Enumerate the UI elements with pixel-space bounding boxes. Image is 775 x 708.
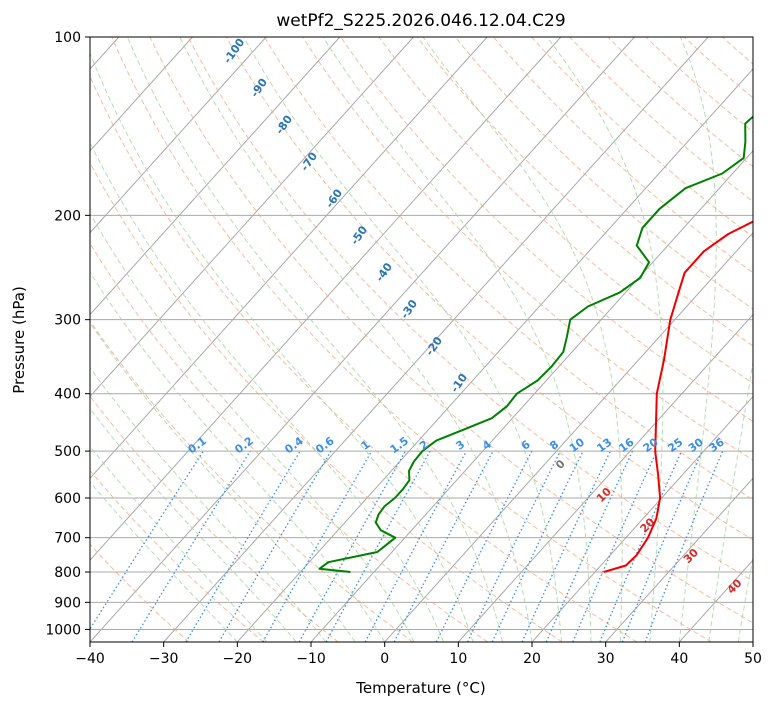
x-tick-label: 10 (449, 651, 467, 667)
isotherm-line (90, 37, 562, 561)
y-tick-label: 600 (54, 491, 81, 507)
x-tick-label: 20 (523, 651, 541, 667)
mixing-ratio-line (572, 450, 658, 642)
y-tick-label: 700 (54, 531, 81, 547)
y-tick-label: 1000 (45, 622, 81, 638)
y-tick-label: 100 (54, 30, 81, 46)
mixing-ratio-line (364, 450, 467, 642)
dry-adiabat-line (149, 37, 753, 624)
x-tick-label: 50 (744, 651, 762, 667)
isotherm-line (531, 395, 753, 642)
moist-adiabat-line (90, 445, 268, 642)
moist-adiabat-line (243, 37, 562, 642)
mixing-ratio-line (90, 450, 204, 631)
dry-adiabat-line (340, 37, 753, 423)
x-tick-label: 30 (597, 651, 615, 667)
dry-adiabat-line (90, 161, 563, 642)
isotherm-line (90, 37, 488, 480)
isotherm-line (384, 231, 753, 642)
y-tick-label: 900 (54, 595, 81, 611)
mixing-ratio-line (325, 450, 431, 642)
mixing-ratio-line (298, 450, 406, 642)
mixing-ratio-line (435, 450, 533, 642)
x-tick-label: 40 (670, 651, 688, 667)
y-tick-label: 300 (54, 313, 81, 329)
y-tick-label: 400 (54, 387, 81, 403)
x-axis-ticks: −40 −30 −20 −10 0 10 20 30 40 50 (75, 642, 762, 667)
dry-adiabat-line (90, 242, 488, 642)
y-tick-label: 800 (54, 565, 81, 581)
temperature-line (603, 220, 753, 573)
data-lines (318, 115, 753, 573)
dry-adiabat-line (90, 75, 638, 642)
isotherm-line (90, 37, 414, 398)
isotherm-line (90, 37, 193, 152)
x-axis-label: Temperature (°C) (355, 679, 485, 697)
isotherm-line (605, 477, 753, 642)
moist-adiabat-line (90, 407, 297, 642)
dry-adiabat-line (264, 37, 753, 501)
moist-adiabat-line (90, 141, 445, 642)
y-tick-label: 200 (54, 208, 81, 224)
moist-adiabat-line (90, 51, 474, 642)
dry-adiabat-line (225, 37, 753, 541)
moist-adiabat-line (737, 554, 753, 642)
moist-adiabat-line (90, 481, 238, 642)
dry-adiabat-line (111, 37, 712, 642)
dry-adiabat-line (761, 37, 775, 642)
mixing-ratio-line (545, 450, 634, 642)
dry-adiabat-line (90, 320, 414, 642)
y-tick-label: 500 (54, 444, 81, 460)
dry-adiabat-line (416, 37, 753, 347)
chart-title: wetPf2_S225.2026.046.12.04.C29 (276, 11, 565, 31)
moist-adiabat-line (90, 322, 356, 642)
x-tick-label: −30 (149, 651, 179, 667)
isotherm-line (90, 37, 341, 316)
dry-adiabat-line (187, 37, 753, 582)
dry-adiabat-line (454, 37, 753, 310)
isotherm-line (163, 37, 709, 642)
y-axis-ticks: 100 200 300 400 500 600 700 800 900 1000 (45, 30, 90, 638)
plot-area (90, 37, 753, 642)
mixing-ratio-line (621, 450, 703, 642)
y-axis-label: Pressure (hPa) (10, 286, 28, 394)
mixing-ratio-line (599, 450, 682, 642)
moist-adiabat-line (546, 37, 664, 642)
moist-adiabat-line (708, 359, 753, 642)
moist-adiabat-line (126, 37, 503, 642)
moist-adiabat-line (678, 37, 717, 642)
moist-adiabat-line (90, 271, 386, 642)
x-tick-label: −40 (75, 651, 105, 667)
isotherm-line (90, 37, 267, 234)
moist-adiabat-line (422, 37, 623, 642)
x-tick-label: −10 (296, 651, 326, 667)
x-tick-label: 0 (380, 651, 389, 667)
mixing-ratio-line (131, 450, 251, 642)
moist-adiabat-line (179, 37, 533, 642)
isotherm-line (236, 68, 753, 642)
isotherm-line (457, 313, 753, 642)
mixing-ratio-line (644, 450, 724, 642)
moist-adiabat-line (90, 212, 415, 642)
background-grid (90, 37, 775, 642)
isotherm-line (752, 641, 753, 642)
x-tick-label: −20 (223, 651, 253, 667)
moist-adiabat-line (322, 37, 592, 642)
plot-frame (89, 36, 754, 643)
dry-adiabat-line (90, 469, 264, 642)
isotherm-line (90, 37, 635, 642)
dewpoint-line (318, 115, 753, 573)
